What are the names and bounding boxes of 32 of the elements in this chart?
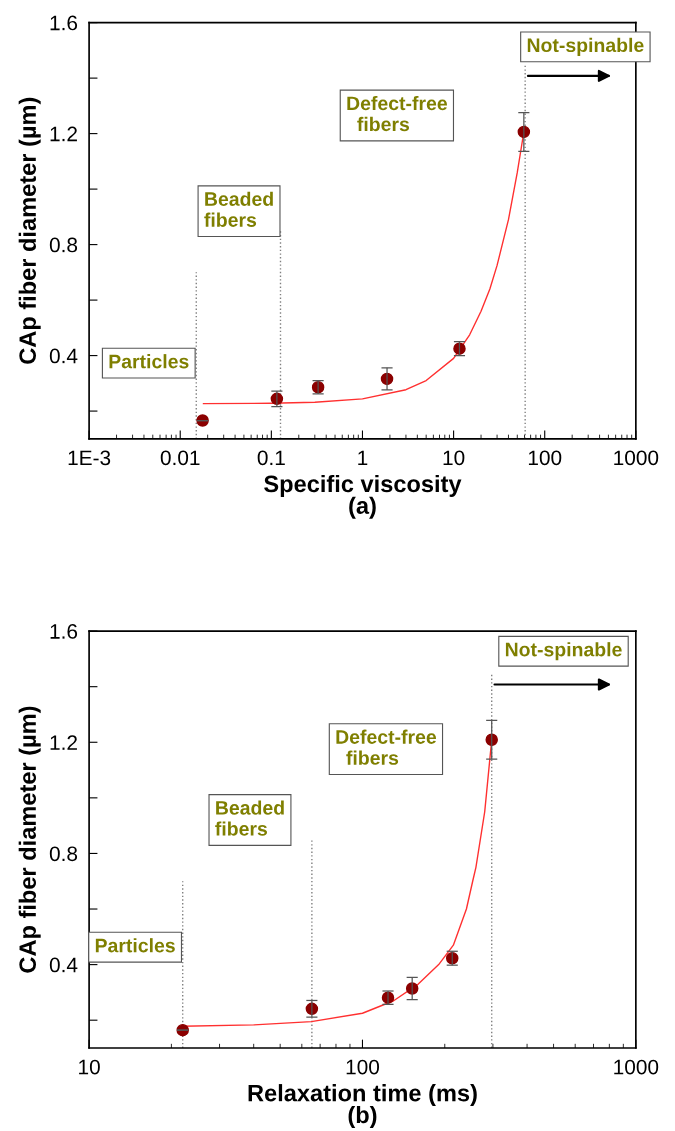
y-tick-label: 1.2: [50, 126, 77, 142]
y-tick-label: 1.6: [50, 624, 78, 639]
annotation: Not-spinable: [527, 37, 644, 56]
x-tick-label: 1000: [614, 450, 659, 466]
annotation: Not-spinable: [505, 642, 622, 661]
x-axis-title: Specific viscosity: [264, 474, 462, 497]
x-tick-label: 0.1: [257, 450, 285, 466]
x-tick-label: 0.01: [160, 450, 200, 466]
y-axis-title: CAp fiber diameter (µm): [18, 97, 41, 364]
x-tick-label: 100: [528, 450, 562, 466]
x-tick-label: 10: [443, 450, 465, 466]
y-axis-title: CAp fiber diameter (µm): [18, 706, 41, 973]
annotation: Defect-free fibers: [347, 95, 447, 132]
y-tick-label: 0.8: [49, 237, 78, 253]
y-tick-label: 0.4: [49, 957, 78, 973]
text: (a): [349, 496, 376, 519]
x-tick-label: 1000: [614, 1059, 659, 1075]
annotation: Particles: [109, 354, 189, 369]
y-tick-label: 0.4: [49, 348, 78, 364]
text: (b): [348, 1105, 377, 1128]
y-tick-label: 0.8: [49, 846, 78, 862]
annotation: Particles: [95, 938, 175, 953]
annotation: Defect-free fibers: [336, 729, 437, 765]
y-tick-label: 1.6: [50, 15, 78, 31]
x-axis-title: Relaxation time (ms): [248, 1084, 477, 1107]
x-tick-label: 10: [79, 1059, 100, 1075]
x-tick-label: 1E-3: [68, 450, 111, 466]
y-tick-label: 1.2: [50, 735, 77, 750]
annotation: Beaded fibers: [215, 800, 284, 836]
x-tick-label: 1: [358, 450, 368, 466]
x-tick-label: 100: [346, 1059, 380, 1075]
annotation: Beaded fibers: [204, 191, 273, 227]
